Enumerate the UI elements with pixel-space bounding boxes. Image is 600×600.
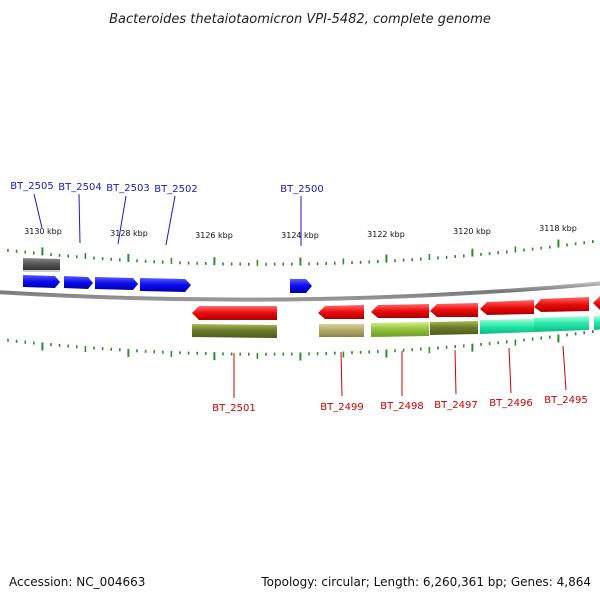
forward-leader-lines (33, 193, 302, 246)
forward-genes (23, 275, 312, 293)
scale-ticks-bottom (7, 330, 594, 361)
feature-block-teal-2[interactable] (534, 316, 589, 332)
leader-line (562, 345, 567, 391)
feature-block-khaki[interactable] (319, 324, 364, 337)
leader-line (165, 195, 176, 246)
leader-line (117, 195, 127, 245)
scale-label: 3126 kbp (195, 231, 233, 240)
gene-arrow-bt2498[interactable] (371, 304, 429, 318)
gene-arrow-bt2496[interactable] (480, 300, 534, 315)
gene-label-bt2498[interactable]: BT_2498 (380, 401, 423, 412)
scale-label: 3130 kbp (24, 227, 62, 236)
scale-label: 3118 kbp (539, 224, 577, 233)
gene-arrow-bt2495[interactable] (534, 297, 589, 312)
feature-block-teal-partial[interactable] (594, 316, 600, 330)
gene-arrow-partial[interactable] (593, 296, 600, 310)
feature-blocks (192, 316, 600, 338)
accession-text: Accession: NC_004663 (9, 575, 145, 589)
gene-label-bt2496[interactable]: BT_2496 (489, 398, 532, 409)
gene-label-bt2501[interactable]: BT_2501 (212, 403, 255, 414)
feature-block-olive[interactable] (192, 324, 277, 338)
leader-line (454, 349, 457, 395)
reverse-gene-labels: BT_2501 BT_2499 BT_2498 BT_2497 BT_2496 … (212, 395, 587, 414)
gray-feature-block[interactable] (23, 258, 60, 270)
gene-arrow-bt2497[interactable] (430, 303, 478, 317)
reverse-leader-lines (233, 345, 567, 398)
genome-backbone (0, 281, 600, 302)
gene-label-bt2497[interactable]: BT_2497 (434, 400, 477, 411)
leader-line (78, 193, 81, 244)
scale-label: 3128 kbp (110, 229, 148, 238)
leader-line (33, 193, 43, 229)
scale-label: 3120 kbp (453, 227, 491, 236)
gene-label-bt2502[interactable]: BT_2502 (154, 184, 197, 195)
genome-summary-text: Topology: circular; Length: 6,260,361 bp… (260, 575, 591, 589)
gene-label-bt2500[interactable]: BT_2500 (280, 184, 323, 195)
gene-label-bt2504[interactable]: BT_2504 (58, 182, 101, 193)
leader-line (340, 351, 343, 397)
feature-block-teal[interactable] (480, 319, 534, 334)
leader-line (508, 347, 512, 394)
gene-arrow-bt2502[interactable] (140, 278, 191, 292)
gene-arrow-bt2503[interactable] (95, 277, 138, 290)
gene-label-bt2499[interactable]: BT_2499 (320, 402, 363, 413)
forward-gene-labels: BT_2505 BT_2504 BT_2503 BT_2502 BT_2500 (10, 181, 323, 195)
gene-arrow-bt2505[interactable] (23, 275, 60, 288)
gene-arrow-bt2504[interactable] (64, 276, 93, 289)
feature-block-olive-2[interactable] (430, 321, 478, 335)
gene-arrow-bt2501[interactable] (192, 306, 277, 320)
gene-label-bt2503[interactable]: BT_2503 (106, 183, 149, 194)
scale-label: 3122 kbp (367, 230, 405, 239)
scale-label: 3124 kbp (281, 231, 319, 240)
scale-ticks-top (7, 239, 594, 266)
gene-label-bt2495[interactable]: BT_2495 (544, 395, 587, 406)
scale-labels: 3130 kbp 3128 kbp 3126 kbp 3124 kbp 3122… (24, 224, 577, 240)
map-title: Bacteroides thetaiotaomicron VPI-5482, c… (109, 12, 491, 27)
feature-block-lime[interactable] (371, 322, 429, 337)
gray-feature-block-shade (23, 270, 60, 272)
gene-label-bt2505[interactable]: BT_2505 (10, 181, 53, 192)
reverse-genes (192, 296, 600, 320)
gene-arrow-bt2500[interactable] (290, 279, 312, 293)
gene-arrow-bt2499[interactable] (318, 305, 364, 319)
